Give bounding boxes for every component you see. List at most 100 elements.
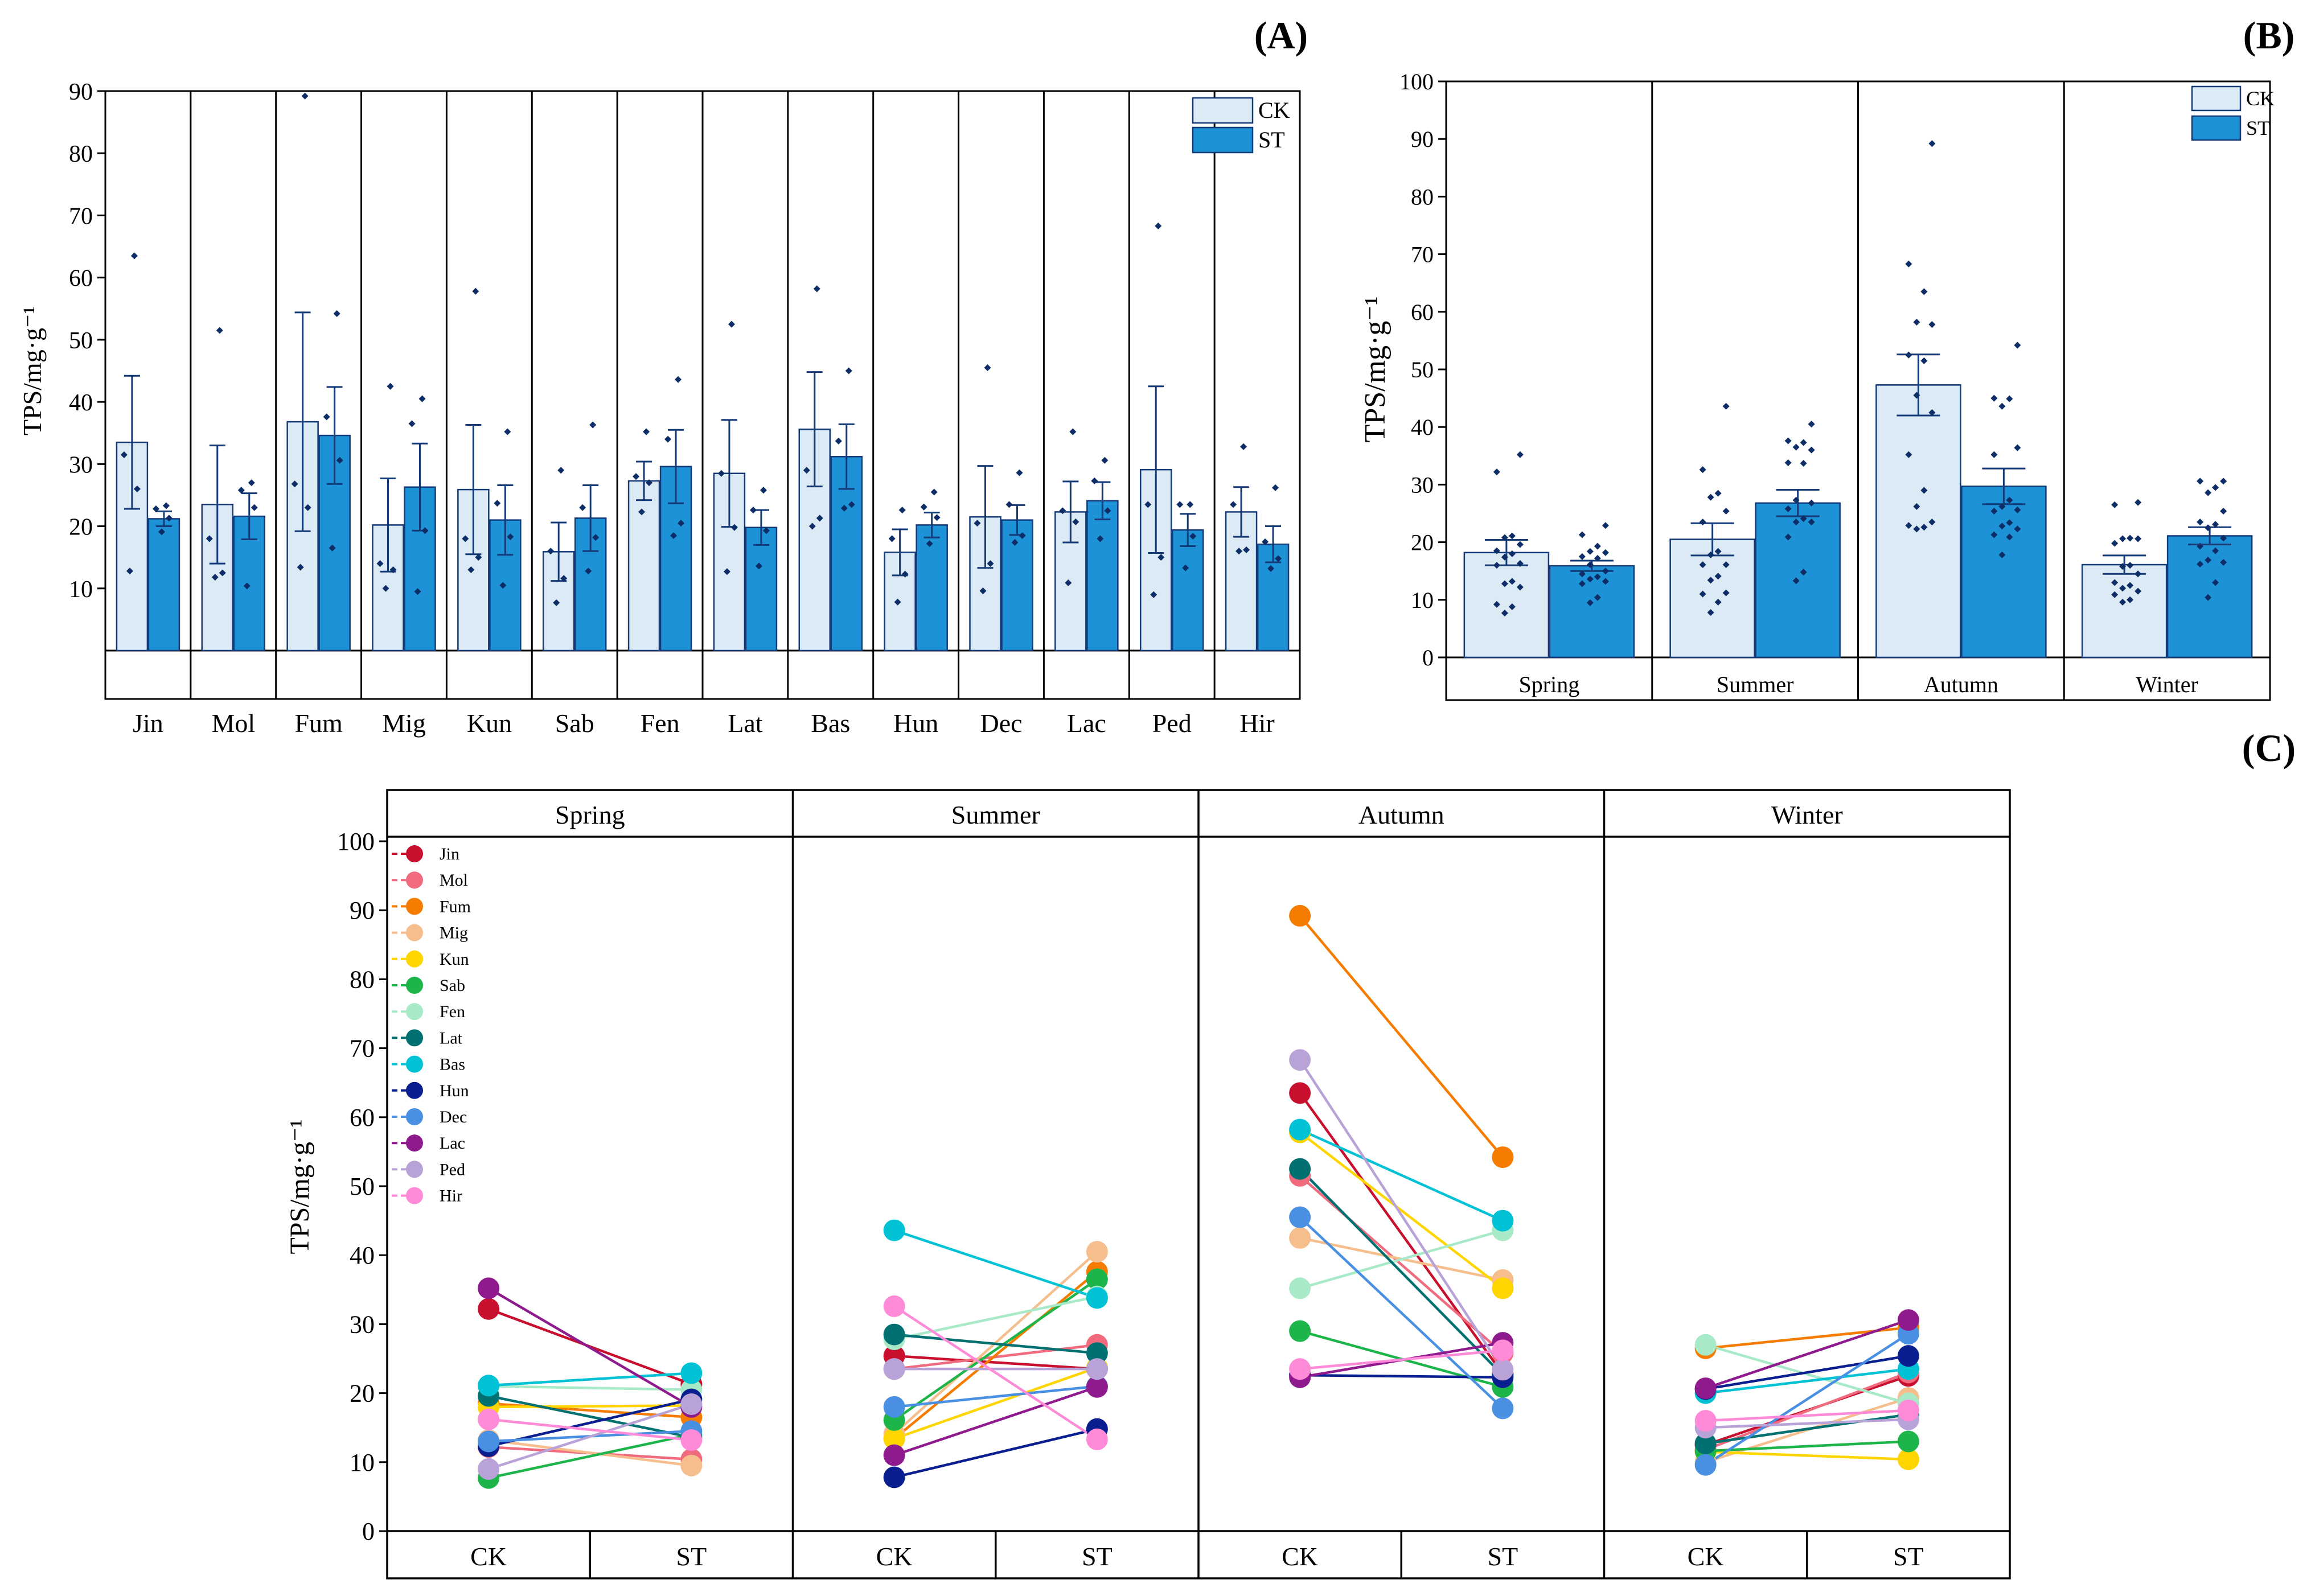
data-point-st	[926, 540, 933, 548]
data-point-ck	[297, 563, 304, 571]
data-point-st	[585, 567, 592, 575]
data-point-ck	[2127, 534, 2134, 542]
series-point-hir	[1289, 1358, 1311, 1380]
data-point-ck	[1928, 321, 1936, 328]
data-point-ck	[1920, 357, 1928, 364]
data-point-st	[2205, 594, 2212, 601]
data-point-st	[1011, 538, 1019, 546]
y-tick-label-b: 10	[1411, 587, 1434, 613]
bar-ck	[2081, 563, 2168, 659]
data-point-ck	[1928, 140, 1936, 147]
data-point-ck	[1699, 466, 1706, 474]
legend-label-c: Ped	[440, 1160, 465, 1179]
data-point-st	[333, 310, 340, 318]
series-line-lat	[1299, 1168, 1504, 1376]
series-line-ped	[488, 1402, 692, 1471]
data-point-ck	[728, 320, 735, 328]
bar-st	[1549, 565, 1635, 659]
data-point-ck	[979, 587, 987, 595]
series-line-kun	[1299, 1131, 1504, 1290]
panel-label-a: (A)	[1254, 14, 1308, 57]
data-point-st	[2220, 507, 2227, 515]
series-point-hir	[680, 1429, 703, 1451]
data-point-st	[2212, 579, 2219, 586]
series-point-hir	[478, 1408, 500, 1430]
data-point-ck	[1516, 541, 1524, 548]
series-line-jin	[1299, 1092, 1504, 1375]
x-tick-label-c: CK	[1282, 1542, 1318, 1571]
data-point-st	[1998, 503, 2006, 510]
series-line-dec	[1705, 1332, 1910, 1466]
series-point-bas	[883, 1219, 905, 1241]
series-point-hir	[1492, 1339, 1514, 1361]
legend-label-a: ST	[1258, 127, 1285, 153]
y-tick-label-c: 40	[350, 1241, 375, 1269]
data-point-ck	[2135, 535, 2142, 542]
series-point-mig	[1289, 1227, 1311, 1249]
data-point-st	[930, 488, 938, 496]
panel-label-b: (B)	[2243, 14, 2295, 57]
data-point-ck	[1722, 561, 1730, 569]
data-point-st	[1586, 561, 1594, 569]
series-point-dec	[883, 1396, 905, 1418]
data-point-st	[2205, 556, 2212, 563]
data-point-st	[1019, 532, 1026, 539]
data-point-st	[2220, 559, 2227, 566]
series-point-dec	[1289, 1206, 1311, 1228]
data-point-st	[152, 505, 159, 512]
data-point-st	[755, 562, 762, 570]
legend-marker-c	[406, 1108, 423, 1125]
data-point-ck	[730, 524, 738, 531]
y-tick-label-c: 20	[350, 1380, 375, 1408]
bar-st	[916, 524, 948, 652]
y-tick-label-a: 70	[69, 203, 93, 229]
legend-swatch-b	[2191, 85, 2242, 112]
data-point-st	[2212, 547, 2219, 554]
series-point-ped	[1492, 1359, 1514, 1381]
y-tick-label-c: 90	[350, 896, 375, 924]
bar-ck	[1669, 538, 1755, 659]
series-line-lac	[487, 1287, 692, 1408]
y-tick-label-c: 100	[337, 828, 375, 855]
series-line-lat	[1705, 1413, 1909, 1445]
data-point-ck	[2119, 598, 2127, 606]
data-point-ck	[304, 504, 311, 511]
legend-label-b: CK	[2246, 87, 2275, 110]
facet-title-c: Summer	[951, 800, 1040, 829]
data-point-st	[840, 504, 848, 512]
series-line-dec	[1299, 1216, 1504, 1409]
data-point-ck	[387, 382, 394, 390]
series-point-lat	[1694, 1433, 1717, 1455]
x-tick-label-a: Bas	[811, 709, 850, 738]
legend-label-a: CK	[1258, 97, 1290, 123]
data-point-ck	[560, 575, 568, 582]
data-point-ck	[987, 560, 994, 567]
data-point-ck	[2127, 562, 2134, 569]
data-point-st	[1998, 402, 2006, 410]
data-point-st	[675, 376, 682, 383]
series-point-hir	[1694, 1410, 1717, 1432]
data-point-ck	[717, 470, 725, 477]
data-point-st	[1800, 439, 1807, 446]
y-tick-label-b: 20	[1411, 530, 1434, 556]
y-tick-label-b: 50	[1411, 357, 1434, 382]
data-point-ck	[1501, 553, 1508, 561]
series-point-lat	[883, 1323, 905, 1346]
data-point-st	[1267, 565, 1275, 572]
data-point-ck	[2135, 587, 2142, 595]
data-point-ck	[1065, 579, 1072, 586]
series-line-fen	[1705, 1343, 1909, 1405]
series-point-sab	[1897, 1430, 1919, 1453]
data-point-st	[251, 504, 258, 511]
data-point-ck	[389, 566, 397, 574]
legend-label-c: Fum	[440, 897, 471, 916]
data-point-st	[1800, 515, 1807, 523]
data-point-ck	[1516, 451, 1524, 458]
series-point-hir	[1086, 1428, 1108, 1450]
data-point-ck	[475, 554, 482, 561]
data-point-ck	[1493, 562, 1500, 569]
y-tick-label-c: 80	[350, 965, 375, 993]
data-point-st	[1990, 451, 1998, 458]
x-tick-label-a: Hun	[893, 709, 938, 738]
